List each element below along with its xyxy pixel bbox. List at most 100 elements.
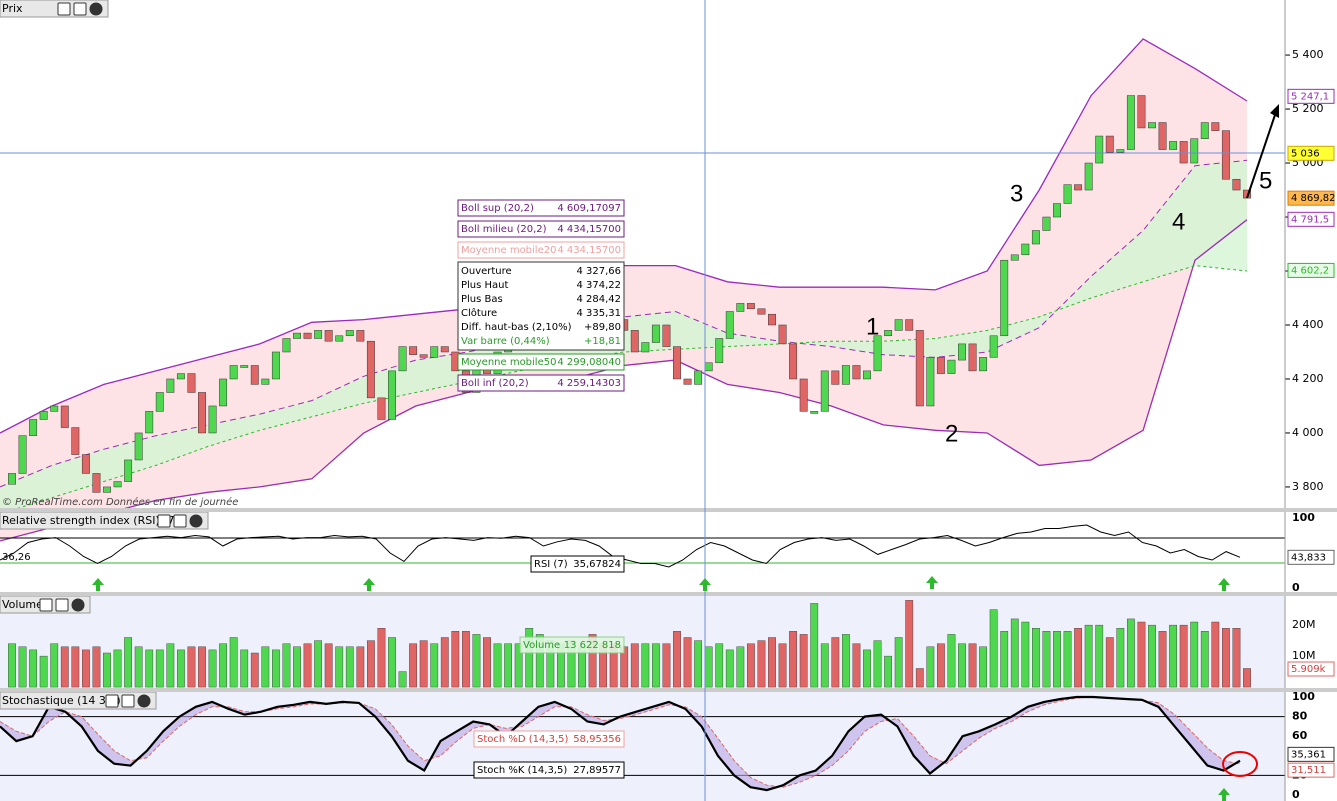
volume-bar [60,646,69,688]
highlight-circle [1222,751,1258,777]
candle [1148,122,1156,129]
volume-bar [229,637,238,688]
tooltip-box [457,199,625,217]
stoch-k [0,695,1241,792]
candle [926,357,935,407]
tooltip-value: 4 434,15700 [557,224,621,235]
volume-bar [271,649,280,688]
candle [683,378,692,385]
tooltip-value: +89,80 [584,322,621,333]
candle [1053,203,1061,218]
y-tick-label: 60 [1292,729,1308,742]
candle [335,335,344,342]
volume-bar [113,649,122,688]
candle [366,340,375,399]
volume-bar [535,634,544,688]
volume-bar [39,655,48,688]
annotation: 2 [945,420,958,447]
tooltip-box [457,261,625,351]
candle [1158,122,1167,150]
candle [947,359,956,374]
y-tick-label: 10M [1292,649,1316,662]
y-tick-label: 5 200 [1292,102,1324,115]
header-button[interactable] [105,694,119,708]
header-button[interactable] [137,694,151,708]
candle [778,324,787,345]
candle [409,346,418,355]
volume-bar [1074,628,1083,688]
tooltip-label: RSI (7) [534,559,568,570]
stoch-fill [0,697,1240,791]
candle [271,351,280,380]
arrow-head [1270,104,1279,118]
y-tick-label: 4 400 [1292,318,1324,331]
volume-bar [757,640,766,688]
volume-bar [261,646,270,688]
y-tick-label: 0 [1292,581,1300,594]
volume-bar [335,646,344,688]
candle [1095,135,1104,164]
tooltip-label: Stoch %K (14,3,5) [477,765,567,776]
tooltip-label: Var barre (0,44%) [461,336,550,347]
volume-bar [1116,628,1125,688]
header-button[interactable] [39,598,53,612]
volume-bar [884,655,893,688]
price-badge-label: 4 602,2 [1291,265,1329,276]
candle [303,332,312,339]
candle [1211,122,1220,131]
tooltip-box [530,555,625,573]
candle [1074,184,1083,191]
header-button[interactable] [73,2,87,16]
volume-bar [124,637,133,688]
candle [166,378,175,393]
candle [863,370,871,380]
volume-bar [1084,624,1093,688]
volume-bar [430,643,439,688]
panel-separator [0,688,1337,692]
volume-bar [92,646,101,688]
candle [345,330,354,337]
watermark: © ProRealTime.com Données en fin de jour… [2,496,238,508]
candle [377,397,386,420]
volume-bar [166,643,175,688]
candle [736,303,745,312]
stoch-badge-label: 35,361 [1291,749,1326,760]
y-tick-label: 4 200 [1292,372,1324,385]
candle [39,411,48,420]
volume-bar [958,643,966,688]
volume-bar [1243,668,1251,688]
candle [884,330,893,337]
header-button[interactable] [121,694,135,708]
tooltip-label: Boll inf (20,2) [461,378,529,389]
tooltip-value: 13 622 818 [564,640,621,651]
tooltip-value: 4 434,15700 [557,245,621,256]
header-button[interactable] [71,598,85,612]
volume-bar [250,652,259,688]
volume-bar [789,631,798,688]
volume-bar [345,646,354,688]
volume-bar [461,631,470,688]
volume-bar [630,643,639,688]
header-button[interactable] [173,514,187,528]
volume-bar [968,643,977,688]
candle [1243,189,1251,199]
header-button[interactable] [57,2,71,16]
tooltip-value: +18,81 [584,336,621,347]
volume-bar [694,640,703,688]
candle [641,342,650,353]
candle [145,411,154,434]
header-button[interactable] [189,514,203,528]
volume-bar [219,643,228,688]
volume-badge-label: 5.909k [1291,664,1326,675]
header-button[interactable] [89,2,103,16]
header-button[interactable] [55,598,69,612]
volume-bar [1021,621,1030,688]
volume-bar [324,643,333,688]
header-button[interactable] [157,514,171,528]
candle [124,459,133,482]
candle [715,338,724,364]
price-badge-label: 5 036 [1291,148,1320,159]
tooltip-value: 58,95356 [573,734,621,745]
